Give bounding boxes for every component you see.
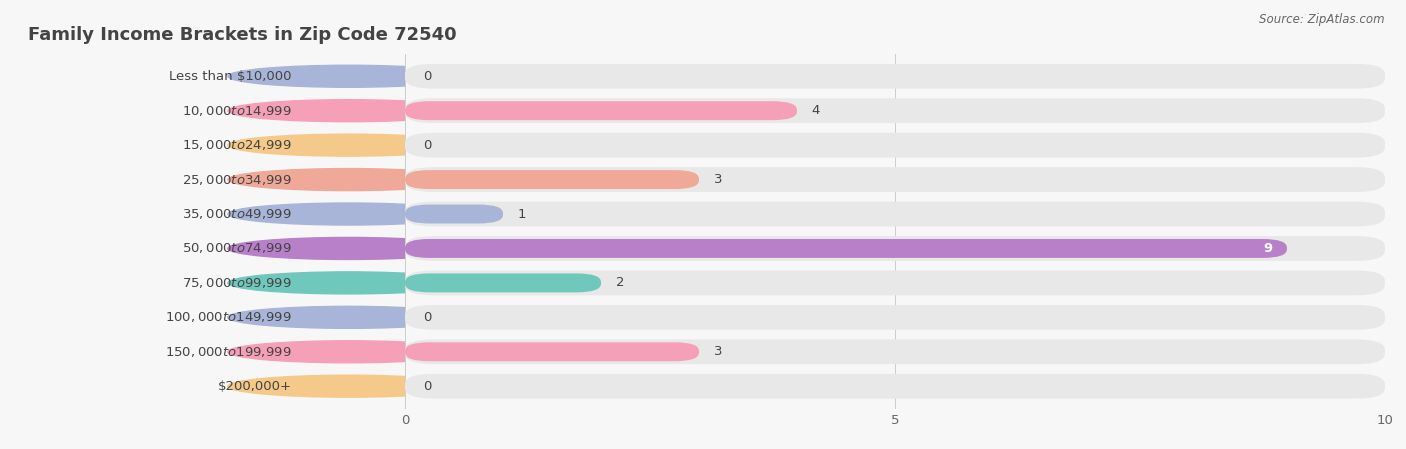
Text: Less than $10,000: Less than $10,000 [170, 70, 292, 83]
Circle shape [228, 238, 470, 260]
Circle shape [228, 168, 470, 190]
FancyBboxPatch shape [405, 101, 797, 120]
Text: 3: 3 [714, 345, 723, 358]
Text: 4: 4 [811, 104, 820, 117]
Text: 0: 0 [423, 139, 432, 152]
FancyBboxPatch shape [405, 98, 1385, 123]
Text: $50,000 to $74,999: $50,000 to $74,999 [183, 242, 292, 255]
FancyBboxPatch shape [405, 167, 1385, 192]
FancyBboxPatch shape [405, 236, 1385, 261]
FancyBboxPatch shape [405, 273, 600, 292]
Text: $150,000 to $199,999: $150,000 to $199,999 [166, 345, 292, 359]
Text: $200,000+: $200,000+ [218, 380, 292, 393]
FancyBboxPatch shape [405, 133, 1385, 158]
Text: 1: 1 [517, 207, 526, 220]
Text: $75,000 to $99,999: $75,000 to $99,999 [183, 276, 292, 290]
Circle shape [228, 100, 470, 122]
FancyBboxPatch shape [405, 342, 699, 361]
FancyBboxPatch shape [405, 374, 1385, 399]
Text: $15,000 to $24,999: $15,000 to $24,999 [183, 138, 292, 152]
Text: $25,000 to $34,999: $25,000 to $34,999 [183, 172, 292, 187]
Text: Source: ZipAtlas.com: Source: ZipAtlas.com [1260, 13, 1385, 26]
FancyBboxPatch shape [405, 202, 1385, 226]
FancyBboxPatch shape [405, 170, 699, 189]
Circle shape [228, 341, 470, 363]
FancyBboxPatch shape [405, 339, 1385, 364]
Text: $35,000 to $49,999: $35,000 to $49,999 [183, 207, 292, 221]
Circle shape [228, 134, 470, 156]
Text: 0: 0 [423, 380, 432, 393]
Text: 0: 0 [423, 70, 432, 83]
Text: $100,000 to $149,999: $100,000 to $149,999 [166, 310, 292, 324]
Text: 3: 3 [714, 173, 723, 186]
Text: 2: 2 [616, 277, 624, 290]
Text: Family Income Brackets in Zip Code 72540: Family Income Brackets in Zip Code 72540 [28, 26, 457, 44]
FancyBboxPatch shape [405, 305, 1385, 330]
Circle shape [228, 203, 470, 225]
FancyBboxPatch shape [405, 239, 1286, 258]
Circle shape [228, 65, 470, 87]
FancyBboxPatch shape [405, 64, 1385, 88]
Circle shape [228, 272, 470, 294]
Text: 9: 9 [1263, 242, 1272, 255]
Circle shape [228, 306, 470, 328]
FancyBboxPatch shape [405, 205, 503, 224]
FancyBboxPatch shape [405, 270, 1385, 295]
Text: 0: 0 [423, 311, 432, 324]
Text: $10,000 to $14,999: $10,000 to $14,999 [183, 104, 292, 118]
Circle shape [228, 375, 470, 397]
